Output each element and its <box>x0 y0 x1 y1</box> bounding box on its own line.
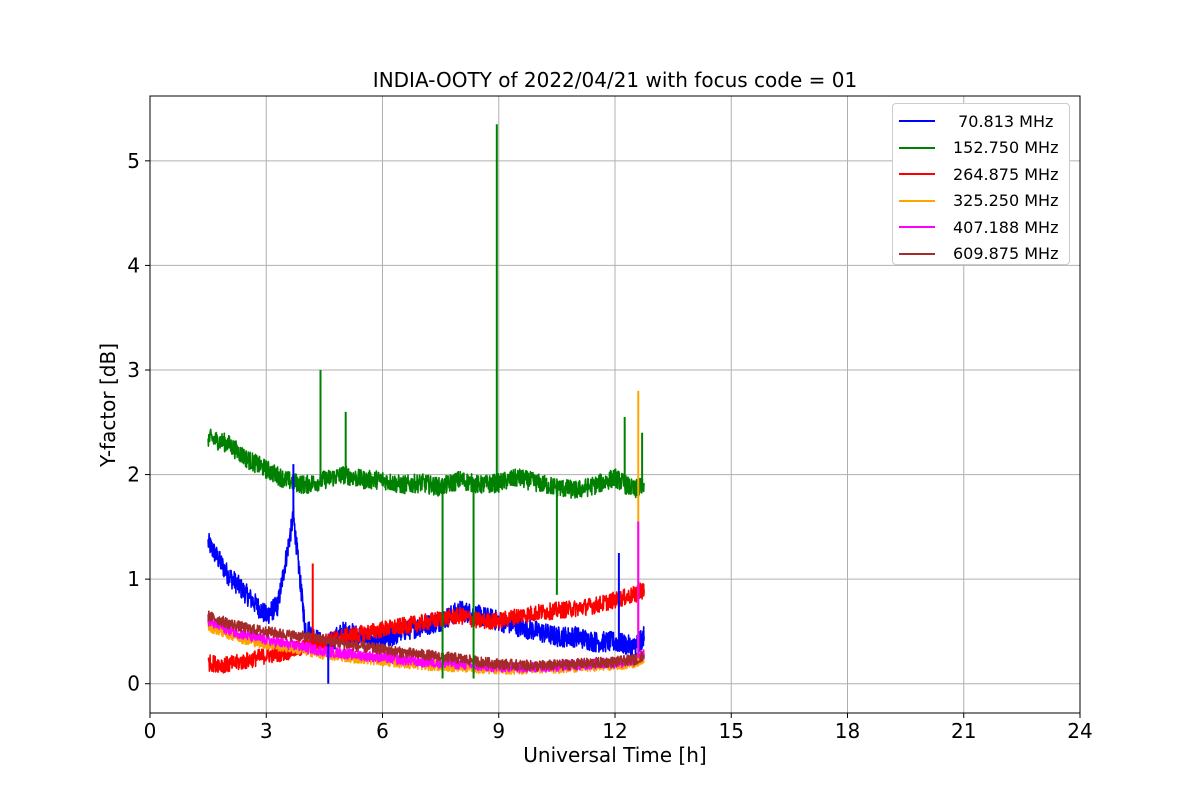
x-axis-label: Universal Time [h] <box>523 743 707 767</box>
series-line <box>207 428 645 499</box>
x-tick-label: 18 <box>835 719 860 743</box>
legend-swatch <box>899 173 935 176</box>
legend-label: 70.813 MHz <box>953 111 1054 131</box>
legend: 70.813 MHz 152.750 MHz 264.875 MHz 325.2… <box>892 103 1070 265</box>
legend-item: 325.250 MHz <box>893 188 1069 215</box>
x-tick-label: 0 <box>144 719 157 743</box>
legend-label: 152.750 MHz <box>953 138 1059 158</box>
series-line <box>207 610 645 672</box>
x-tick-label: 3 <box>260 719 273 743</box>
y-tick-label: 3 <box>127 358 140 382</box>
legend-swatch <box>899 199 935 202</box>
legend-swatch <box>899 226 935 229</box>
x-tick-label: 15 <box>719 719 744 743</box>
y-tick-label: 2 <box>127 463 140 487</box>
x-tick-label: 21 <box>951 719 976 743</box>
x-tick-label: 12 <box>602 719 627 743</box>
y-tick-label: 0 <box>127 672 140 696</box>
legend-swatch <box>899 146 935 149</box>
legend-swatch <box>899 252 935 255</box>
x-tick-label: 24 <box>1067 719 1092 743</box>
legend-swatch <box>899 120 935 123</box>
chart-title: INDIA-OOTY of 2022/04/21 with focus code… <box>372 68 858 92</box>
y-tick-label: 4 <box>127 253 140 277</box>
x-tick-label: 6 <box>376 719 389 743</box>
legend-item: 609.875 MHz <box>893 241 1069 268</box>
y-axis-label: Y-factor [dB] <box>96 342 120 468</box>
legend-item: 264.875 MHz <box>893 161 1069 188</box>
legend-item: 70.813 MHz <box>893 108 1069 135</box>
x-tick-label: 9 <box>492 719 505 743</box>
legend-item: 152.750 MHz <box>893 135 1069 162</box>
y-tick-label: 5 <box>127 149 140 173</box>
series-lines <box>207 124 645 684</box>
legend-label: 325.250 MHz <box>953 191 1059 211</box>
legend-label: 264.875 MHz <box>953 164 1059 184</box>
grid-lines <box>149 96 1081 713</box>
legend-label: 609.875 MHz <box>953 244 1059 264</box>
y-tick-label: 1 <box>127 567 140 591</box>
legend-item: 407.188 MHz <box>893 214 1069 241</box>
legend-label: 407.188 MHz <box>953 217 1059 237</box>
